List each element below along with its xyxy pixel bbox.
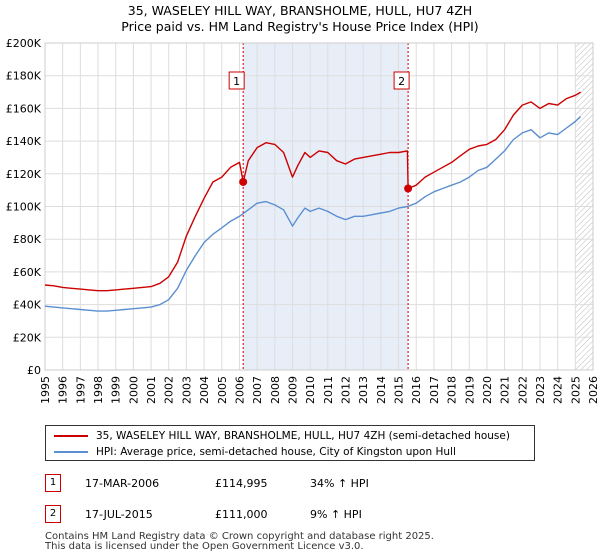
title-line-1: 35, WASELEY HILL WAY, BRANSHOLME, HULL, … bbox=[127, 3, 473, 18]
y-tick-label: £200K bbox=[6, 37, 42, 50]
sale-row-2: 2 17-JUL-2015 £111,000 9% ↑ HPI bbox=[45, 505, 565, 525]
x-tick-label: 2013 bbox=[357, 376, 370, 404]
x-tick-label: 1995 bbox=[39, 376, 52, 404]
sale-price: £114,995 bbox=[215, 477, 268, 490]
x-tick-label: 1997 bbox=[74, 376, 87, 404]
y-tick-label: £80K bbox=[13, 233, 42, 246]
x-tick-label: 2024 bbox=[552, 376, 565, 404]
x-tick-label: 2008 bbox=[269, 376, 282, 404]
plot-frame bbox=[44, 42, 594, 371]
x-tick-label: 2012 bbox=[340, 376, 353, 404]
sale-hpi-change: 9% ↑ HPI bbox=[310, 508, 362, 521]
x-tick-label: 2020 bbox=[481, 376, 494, 404]
x-tick-label: 1998 bbox=[92, 376, 105, 404]
legend-entry-property: 35, WASELEY HILL WAY, BRANSHOLME, HULL, … bbox=[54, 428, 510, 444]
x-tick-label: 2017 bbox=[428, 376, 441, 404]
sale-label-number: 2 bbox=[398, 75, 405, 88]
x-tick-label: 2021 bbox=[499, 376, 512, 404]
x-tick-label: 2015 bbox=[393, 376, 406, 404]
x-tick-label: 2001 bbox=[145, 376, 158, 404]
x-tick-label: 2006 bbox=[233, 376, 246, 404]
y-tick-label: £120K bbox=[6, 168, 42, 181]
legend-hpi-label: HPI: Average price, semi-detached house,… bbox=[96, 446, 456, 458]
y-tick-label: £60K bbox=[13, 266, 42, 279]
x-tick-label: 2016 bbox=[410, 376, 423, 404]
price-chart: £0 £20K £40K £60K £80K £100K £120K £140K £160K £1… bbox=[6, 37, 600, 404]
x-tick-label: 1999 bbox=[110, 376, 123, 404]
x-tick-label: 2018 bbox=[446, 376, 459, 404]
y-tick-label: £140K bbox=[6, 135, 42, 148]
footer-line-1: Contains HM Land Registry data © Crown c… bbox=[45, 531, 434, 542]
sale-label-box bbox=[228, 71, 245, 90]
property-price-line bbox=[44, 91, 581, 292]
y-tick-label: £0 bbox=[27, 364, 41, 377]
y-tick-label: £100K bbox=[6, 201, 42, 214]
sale-hpi-change: 34% ↑ HPI bbox=[310, 477, 369, 490]
sale-row-1: 1 17-MAR-2006 £114,995 34% ↑ HPI bbox=[45, 474, 565, 494]
title-line-2: Price paid vs. HM Land Registry's House … bbox=[121, 19, 479, 34]
x-tick-label: 2004 bbox=[198, 376, 211, 404]
sale-number-badge: 2 bbox=[45, 505, 61, 523]
y-tick-label: £180K bbox=[6, 70, 42, 83]
footer-line-2: This data is licensed under the Open Gov… bbox=[45, 541, 364, 552]
x-tick-label: 2011 bbox=[322, 376, 335, 404]
legend: 35, WASELEY HILL WAY, BRANSHOLME, HULL, … bbox=[45, 425, 535, 461]
sale-label-box bbox=[393, 71, 410, 90]
sale-label-number: 1 bbox=[233, 75, 240, 88]
x-tick-label: 2007 bbox=[251, 376, 264, 404]
x-tick-label: 2025 bbox=[569, 376, 582, 404]
property-line-swatch bbox=[54, 435, 88, 437]
x-tick-label: 2014 bbox=[375, 376, 388, 404]
legend-property-label: 35, WASELEY HILL WAY, BRANSHOLME, HULL, … bbox=[96, 430, 510, 442]
legend-entry-hpi: HPI: Average price, semi-detached house,… bbox=[54, 444, 456, 460]
hpi-line bbox=[44, 116, 582, 312]
x-tick-label: 2005 bbox=[216, 376, 229, 404]
chart-title: 35, WASELEY HILL WAY, BRANSHOLME, HULL, … bbox=[0, 3, 600, 35]
x-tick-label: 2022 bbox=[516, 376, 529, 404]
y-tick-label: £160K bbox=[6, 102, 42, 115]
footer: Contains HM Land Registry data © Crown c… bbox=[45, 532, 434, 552]
sale-date: 17-JUL-2015 bbox=[85, 508, 153, 521]
x-tick-label: 2002 bbox=[163, 376, 176, 404]
sale-number-badge: 1 bbox=[45, 474, 61, 492]
x-tick-label: 2023 bbox=[534, 376, 547, 404]
x-tick-label: 2000 bbox=[127, 376, 140, 404]
sale-price: £111,000 bbox=[215, 508, 268, 521]
x-tick-label: 2019 bbox=[463, 376, 476, 404]
x-tick-label: 2003 bbox=[180, 376, 193, 404]
x-tick-label: 1996 bbox=[57, 376, 70, 404]
y-tick-label: £20K bbox=[13, 331, 42, 344]
hpi-line-swatch bbox=[54, 451, 88, 453]
x-tick-label: 2009 bbox=[286, 376, 299, 404]
sale-point bbox=[404, 184, 413, 193]
sale-date: 17-MAR-2006 bbox=[85, 477, 160, 490]
x-tick-label: 2026 bbox=[587, 376, 600, 404]
x-tick-label: 2010 bbox=[304, 376, 317, 404]
y-tick-label: £40K bbox=[13, 299, 42, 312]
sale-point bbox=[239, 177, 248, 186]
